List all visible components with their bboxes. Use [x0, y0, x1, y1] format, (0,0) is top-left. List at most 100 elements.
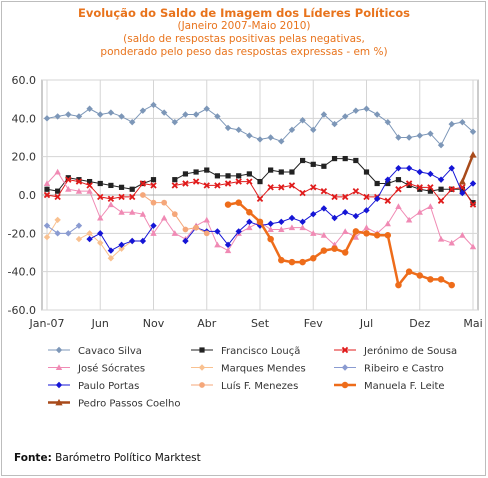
data-point-jose-socrates — [342, 228, 349, 234]
data-point-paulo-portas — [267, 220, 274, 227]
data-point-jeronimo-de-sousa-stroke — [214, 182, 221, 189]
data-point-marques-mendes — [107, 255, 115, 262]
data-point-manuela-f-leite — [267, 235, 274, 243]
series-ribeiro-e-castro — [43, 222, 83, 237]
data-point-manuela-f-leite — [395, 281, 402, 289]
data-point-jeronimo-de-sousa — [278, 184, 285, 191]
data-point-francisco-louca — [204, 167, 210, 173]
data-point-jeronimo-de-sousa-stroke — [150, 182, 157, 189]
data-point-jeronimo-de-sousa — [150, 182, 157, 189]
data-point-jeronimo-de-sousa — [405, 180, 413, 187]
data-point-francisco-louca — [118, 184, 125, 190]
data-point-paulo-portas — [363, 207, 370, 214]
data-point-jose-socrates — [54, 168, 61, 175]
data-point-cavaco-silva — [416, 132, 423, 139]
legend-item-cavaco-silva: Cavaco Silva — [48, 346, 142, 357]
legend-item-ribeiro-e-castro: Ribeiro e Castro — [334, 364, 444, 375]
data-point-manuela-f-leite — [341, 249, 349, 256]
chart-title: Evolução do Saldo de Imagem dos Líderes … — [77, 6, 410, 20]
data-point-jose-socrates — [469, 243, 477, 250]
data-point-francisco-louca — [363, 169, 370, 175]
data-point-jeronimo-de-sousa — [43, 191, 51, 199]
data-point-paulo-portas — [448, 164, 455, 172]
data-point-jeronimo-de-sousa-stroke — [129, 193, 136, 201]
data-point-jose-socrates — [288, 224, 296, 231]
data-point-francisco-louca — [87, 178, 93, 185]
data-point-jeronimo-de-sousa — [192, 178, 200, 185]
data-point-jeronimo-de-sousa — [342, 193, 349, 201]
data-point-jeronimo-de-sousa-stroke — [192, 178, 200, 185]
data-point-cavaco-silva — [54, 113, 61, 120]
data-point-cavaco-silva — [384, 118, 391, 126]
data-point-jeronimo-de-sousa — [310, 184, 317, 191]
source-text: Barómetro Político Marktest — [51, 452, 201, 464]
data-point-paulo-portas — [342, 209, 349, 216]
data-point-francisco-louca — [331, 155, 338, 162]
data-point-cavaco-silva — [214, 113, 221, 120]
data-point-francisco-louca — [278, 169, 284, 175]
data-point-paulo-portas — [395, 164, 402, 172]
data-point-jose-socrates — [384, 220, 391, 227]
data-point-francisco-louca — [246, 171, 252, 177]
data-point-cavaco-silva — [86, 105, 93, 112]
data-point-francisco-louca — [300, 157, 306, 164]
data-point-jeronimo-de-sousa — [214, 182, 221, 189]
data-point-cavaco-silva — [65, 111, 72, 118]
data-point-cavaco-silva — [139, 107, 147, 114]
data-point-francisco-louca — [353, 157, 359, 164]
series-line-pedro-passos-coelho — [461, 154, 475, 183]
data-point-jeronimo-de-sousa-stroke — [107, 195, 115, 203]
data-point-luis-f-menezes — [203, 230, 210, 237]
data-point-manuela-f-leite — [448, 281, 455, 289]
data-point-jose-socrates — [278, 226, 285, 233]
legend-swatch-marker — [199, 382, 205, 388]
legend-label: Ribeiro e Castro — [364, 364, 444, 375]
data-point-paulo-portas — [310, 210, 317, 218]
data-point-jeronimo-de-sousa — [437, 197, 445, 204]
data-point-francisco-louca — [427, 188, 433, 194]
data-point-manuela-f-leite — [278, 256, 285, 264]
x-tick-label: Jul — [359, 317, 373, 330]
data-point-jose-socrates — [150, 230, 157, 236]
data-point-cavaco-silva — [43, 115, 51, 122]
legend-item-francisco-louca: Francisco Louçã — [191, 346, 300, 357]
data-point-jeronimo-de-sousa — [363, 193, 370, 201]
x-tick-label: Jan-07 — [29, 317, 65, 330]
data-point-jeronimo-de-sousa — [182, 180, 189, 187]
data-point-jose-socrates — [86, 187, 93, 194]
legend-label: Jerónimo de Sousa — [363, 345, 457, 357]
data-point-marques-mendes — [86, 230, 93, 237]
data-point-cavaco-silva — [75, 113, 83, 120]
data-point-manuela-f-leite — [256, 218, 264, 226]
data-point-francisco-louca — [150, 177, 157, 183]
data-point-jose-socrates — [214, 241, 221, 248]
data-point-francisco-louca — [182, 171, 189, 177]
data-point-jeronimo-de-sousa-stroke — [405, 180, 413, 187]
data-point-francisco-louca — [268, 167, 274, 173]
series-pedro-passos-coelho — [458, 151, 477, 185]
y-tick-label: -60.0 — [8, 304, 36, 317]
data-point-jeronimo-de-sousa-stroke — [395, 186, 402, 193]
legend-swatch-marker — [55, 381, 63, 389]
data-point-jeronimo-de-sousa-stroke — [75, 178, 83, 185]
data-point-jeronimo-de-sousa — [171, 182, 178, 189]
data-point-jose-socrates — [118, 209, 125, 215]
data-point-cavaco-silva — [310, 126, 317, 134]
legend-label: José Sócrates — [77, 363, 145, 375]
data-point-jeronimo-de-sousa-stroke — [427, 184, 434, 191]
data-point-manuela-f-leite — [405, 268, 413, 275]
data-point-jeronimo-de-sousa-stroke — [320, 187, 328, 195]
series-line-paulo-portas — [185, 167, 474, 246]
legend-item-paulo-portas: Paulo Portas — [48, 381, 139, 392]
data-point-cavaco-silva — [427, 130, 434, 137]
data-point-cavaco-silva — [278, 138, 285, 145]
data-point-manuela-f-leite — [416, 272, 423, 279]
data-point-jeronimo-de-sousa-stroke — [86, 182, 93, 189]
data-point-paulo-portas — [331, 214, 338, 222]
data-point-jose-socrates — [405, 216, 413, 223]
series-line-manuela-f-leite — [227, 201, 453, 287]
data-point-paulo-portas — [107, 247, 115, 254]
data-point-jose-socrates — [171, 230, 178, 236]
data-point-manuela-f-leite — [288, 258, 296, 266]
data-point-paulo-portas — [139, 237, 147, 245]
